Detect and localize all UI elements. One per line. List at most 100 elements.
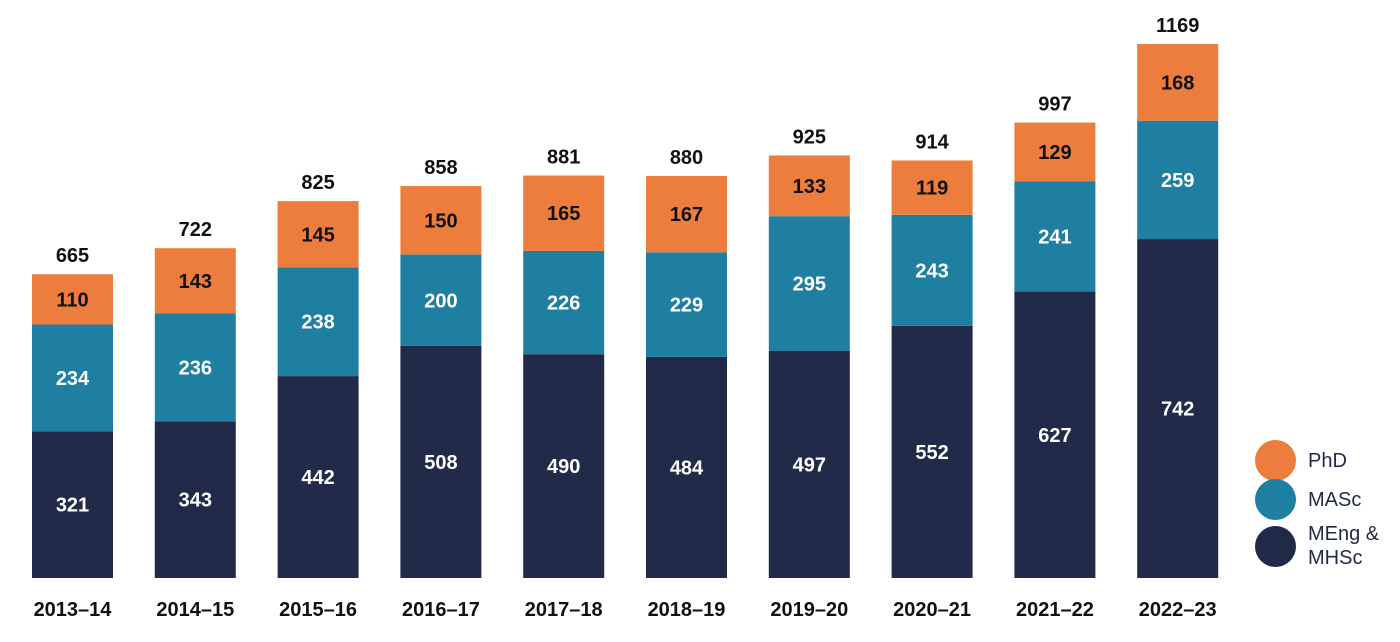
bar-group-2022–23: 742 259 168 1169 2022–23 bbox=[1137, 15, 1219, 621]
bar-segment-meng-mhsc-2015–16 bbox=[277, 376, 359, 578]
bar-segment-meng-mhsc-2013–14 bbox=[32, 431, 113, 578]
data-label-masc-2020–21: 243 bbox=[915, 260, 948, 282]
x-tick-label-2015–16: 2015–16 bbox=[279, 599, 357, 621]
data-label-masc-2016–17: 200 bbox=[424, 290, 457, 312]
data-label-masc-2022–23: 259 bbox=[1161, 170, 1194, 192]
bar-segment-phd-2021–22 bbox=[1014, 122, 1096, 182]
legend-label-meng-mhsc: MEng & MHSc bbox=[1308, 523, 1380, 569]
bar-segment-masc-2014–15 bbox=[154, 313, 236, 422]
bar-segment-masc-2020–21 bbox=[891, 214, 973, 326]
total-label-2021–22: 997 bbox=[1038, 94, 1071, 116]
bar-segment-meng-mhsc-2017–18 bbox=[523, 354, 605, 578]
bar-segment-phd-2015–16 bbox=[277, 201, 359, 268]
bar-segment-meng-mhsc-2014–15 bbox=[154, 421, 236, 578]
data-label-meng-mhsc-2016–17: 508 bbox=[424, 452, 457, 474]
bar-segment-masc-2015–16 bbox=[277, 267, 359, 377]
data-label-masc-2018–19: 229 bbox=[670, 295, 703, 317]
x-tick-label-2019–20: 2019–20 bbox=[770, 599, 848, 621]
legend-swatch-phd bbox=[1255, 440, 1296, 481]
x-tick-label-2018–19: 2018–19 bbox=[648, 599, 726, 621]
bar-segment-masc-2016–17 bbox=[400, 254, 482, 346]
data-label-phd-2021–22: 129 bbox=[1038, 142, 1071, 164]
data-label-meng-mhsc-2020–21: 552 bbox=[915, 442, 948, 464]
data-label-masc-2013–14: 234 bbox=[56, 368, 90, 390]
bar-group-2020–21: 552 243 119 914 2020–21 bbox=[891, 131, 973, 621]
bar-group-2013–14: 321 234 110 665 2013–14 bbox=[32, 245, 113, 621]
bar-segment-masc-2013–14 bbox=[32, 324, 113, 432]
x-tick-label-2021–22: 2021–22 bbox=[1016, 599, 1094, 621]
bar-segment-masc-2019–20 bbox=[768, 216, 850, 351]
bar-segment-meng-mhsc-2016–17 bbox=[400, 345, 482, 578]
x-tick-label-2016–17: 2016–17 bbox=[402, 599, 480, 621]
bar-segment-meng-mhsc-2018–19 bbox=[646, 356, 727, 578]
bar-group-2018–19: 484 229 167 880 2018–19 bbox=[646, 147, 727, 621]
data-label-phd-2019–20: 133 bbox=[793, 176, 826, 198]
bar-segment-masc-2022–23 bbox=[1137, 120, 1219, 240]
bar-group-2014–15: 343 236 143 722 2014–15 bbox=[154, 219, 236, 621]
data-label-masc-2021–22: 241 bbox=[1038, 227, 1071, 249]
data-label-meng-mhsc-2019–20: 497 bbox=[793, 454, 826, 476]
total-label-2013–14: 665 bbox=[56, 245, 89, 267]
data-label-meng-mhsc-2021–22: 627 bbox=[1038, 425, 1071, 447]
data-label-phd-2022–23: 168 bbox=[1161, 72, 1194, 94]
bar-segment-masc-2021–22 bbox=[1014, 181, 1096, 292]
data-label-phd-2020–21: 119 bbox=[916, 178, 948, 200]
x-tick-label-2020–21: 2020–21 bbox=[893, 599, 971, 621]
bar-segment-phd-2020–21 bbox=[891, 160, 973, 215]
bar-group-2015–16: 442 238 145 825 2015–16 bbox=[277, 172, 359, 621]
data-label-masc-2014–15: 236 bbox=[179, 357, 212, 379]
legend-swatch-masc bbox=[1255, 479, 1296, 520]
bar-group-2017–18: 490 226 165 881 2017–18 bbox=[523, 147, 605, 621]
bar-segment-masc-2017–18 bbox=[523, 250, 605, 355]
total-label-2017–18: 881 bbox=[547, 147, 580, 169]
bar-segment-meng-mhsc-2020–21 bbox=[891, 325, 973, 578]
total-label-2015–16: 825 bbox=[301, 172, 334, 194]
data-label-phd-2017–18: 165 bbox=[547, 203, 580, 225]
bar-segment-phd-2018–19 bbox=[646, 176, 727, 253]
total-label-2014–15: 722 bbox=[179, 219, 212, 241]
bar-segment-phd-2022–23 bbox=[1137, 44, 1219, 121]
data-label-phd-2015–16: 145 bbox=[301, 224, 334, 246]
data-label-phd-2013–14: 110 bbox=[56, 289, 88, 311]
total-label-2016–17: 858 bbox=[424, 157, 457, 179]
bar-segment-phd-2017–18 bbox=[523, 175, 605, 251]
data-label-phd-2016–17: 150 bbox=[424, 210, 457, 232]
data-label-meng-mhsc-2022–23: 742 bbox=[1161, 399, 1194, 421]
bar-group-2021–22: 627 241 129 997 2021–22 bbox=[1014, 94, 1096, 621]
data-label-meng-mhsc-2013–14: 321 bbox=[56, 495, 89, 517]
total-label-2020–21: 914 bbox=[915, 131, 949, 153]
data-label-meng-mhsc-2017–18: 490 bbox=[547, 456, 580, 478]
data-label-meng-mhsc-2018–19: 484 bbox=[670, 457, 704, 479]
legend-item-meng-mhsc: MEng & MHSc bbox=[1255, 522, 1379, 570]
x-tick-label-2022–23: 2022–23 bbox=[1139, 599, 1217, 621]
bar-segment-phd-2016–17 bbox=[400, 186, 482, 255]
bar-segment-phd-2013–14 bbox=[32, 274, 113, 325]
total-label-2018–19: 880 bbox=[670, 147, 703, 169]
data-label-phd-2018–19: 167 bbox=[670, 204, 703, 226]
x-tick-label-2017–18: 2017–18 bbox=[525, 599, 603, 621]
total-label-2022–23: 1169 bbox=[1156, 15, 1199, 37]
legend-label-phd: PhD bbox=[1308, 449, 1347, 472]
bar-group-2016–17: 508 200 150 858 2016–17 bbox=[400, 157, 482, 621]
bar-segment-masc-2018–19 bbox=[646, 252, 727, 357]
data-label-meng-mhsc-2014–15: 343 bbox=[179, 490, 212, 512]
data-label-meng-mhsc-2015–16: 442 bbox=[301, 467, 334, 489]
legend-item-phd: PhD bbox=[1255, 440, 1347, 481]
legend-item-masc: MASc bbox=[1255, 479, 1361, 520]
data-label-masc-2017–18: 226 bbox=[547, 293, 580, 315]
total-label-2019–20: 925 bbox=[793, 126, 826, 148]
bar-segment-phd-2014–15 bbox=[154, 248, 236, 314]
legend-label-masc: MASc bbox=[1308, 488, 1362, 511]
bar-segment-meng-mhsc-2021–22 bbox=[1014, 291, 1096, 578]
x-tick-label-2013–14: 2013–14 bbox=[34, 599, 113, 621]
data-label-phd-2014–15: 143 bbox=[179, 271, 212, 293]
bar-segment-meng-mhsc-2019–20 bbox=[768, 350, 850, 578]
bar-segment-meng-mhsc-2022–23 bbox=[1137, 239, 1219, 578]
bar-segment-phd-2019–20 bbox=[768, 155, 850, 217]
x-tick-label-2014–15: 2014–15 bbox=[156, 599, 234, 621]
bar-group-2019–20: 497 295 133 925 2019–20 bbox=[768, 126, 850, 621]
data-label-masc-2019–20: 295 bbox=[793, 274, 826, 296]
data-label-masc-2015–16: 238 bbox=[301, 312, 334, 334]
